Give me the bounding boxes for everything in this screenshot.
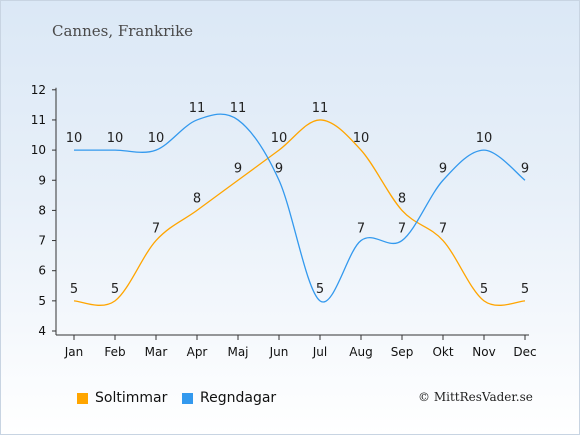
- data-label-soltimmar: 10: [271, 131, 288, 146]
- data-label-regndagar: 10: [148, 131, 165, 146]
- data-label-soltimmar: 5: [521, 282, 529, 297]
- legend-swatch-soltimmar: [77, 392, 88, 404]
- data-label-regndagar: 7: [398, 222, 406, 237]
- data-label-regndagar: 9: [275, 161, 283, 176]
- legend-label-regndagar: Regndagar: [200, 390, 277, 406]
- y-tick-label: 10: [31, 143, 46, 157]
- x-tick-label: Jun: [269, 345, 289, 359]
- data-label-soltimmar: 5: [70, 282, 78, 297]
- data-label-soltimmar: 8: [193, 191, 201, 206]
- x-tick-label: Apr: [187, 345, 208, 359]
- y-tick-label: 5: [38, 294, 46, 308]
- data-label-soltimmar: 11: [312, 101, 329, 116]
- x-tick-label: Feb: [104, 345, 125, 359]
- x-tick-label: Maj: [227, 345, 248, 359]
- y-tick-label: 6: [38, 264, 46, 278]
- x-tick-label: Jan: [64, 345, 84, 359]
- y-tick-label: 12: [31, 83, 46, 97]
- x-tick-label: Sep: [391, 345, 414, 359]
- legend-swatch-regndagar: [182, 392, 193, 404]
- data-label-soltimmar: 5: [111, 282, 119, 297]
- data-label-regndagar: 11: [230, 101, 247, 116]
- chart-title: Cannes, Frankrike: [52, 22, 194, 40]
- data-label-regndagar: 9: [521, 161, 529, 176]
- data-label-regndagar: 7: [357, 222, 365, 237]
- data-label-regndagar: 11: [189, 101, 206, 116]
- data-label-regndagar: 10: [66, 131, 83, 146]
- data-label-soltimmar: 7: [439, 222, 447, 237]
- data-label-regndagar: 10: [476, 131, 493, 146]
- x-tick-label: Okt: [432, 345, 453, 359]
- data-label-soltimmar: 10: [353, 131, 370, 146]
- x-tick-label: Dec: [513, 345, 536, 359]
- data-label-regndagar: 5: [316, 282, 324, 297]
- y-tick-label: 11: [31, 113, 46, 127]
- y-tick-label: 9: [38, 173, 46, 187]
- series-line-soltimmar: [73, 119, 526, 306]
- data-label-regndagar: 9: [439, 161, 447, 176]
- data-label-soltimmar: 9: [234, 161, 242, 176]
- data-label-soltimmar: 7: [152, 222, 160, 237]
- legend-item-regndagar: Regndagar: [182, 390, 276, 406]
- series-line-regndagar: [74, 113, 526, 303]
- x-tick-label: Jul: [312, 345, 327, 359]
- x-tick-label: Mar: [145, 345, 168, 359]
- x-tick-label: Aug: [349, 345, 372, 359]
- data-label-soltimmar: 5: [480, 282, 488, 297]
- y-tick-label: 7: [38, 234, 46, 248]
- y-tick-label: 4: [38, 324, 46, 338]
- legend-label-soltimmar: Soltimmar: [95, 390, 168, 406]
- legend-item-soltimmar: Soltimmar: [77, 390, 167, 406]
- y-tick-label: 8: [38, 203, 46, 217]
- data-label-regndagar: 10: [107, 131, 124, 146]
- data-label-soltimmar: 8: [398, 191, 406, 206]
- x-tick-label: Nov: [472, 345, 495, 359]
- copyright-text: © MittResVader.se: [418, 390, 533, 404]
